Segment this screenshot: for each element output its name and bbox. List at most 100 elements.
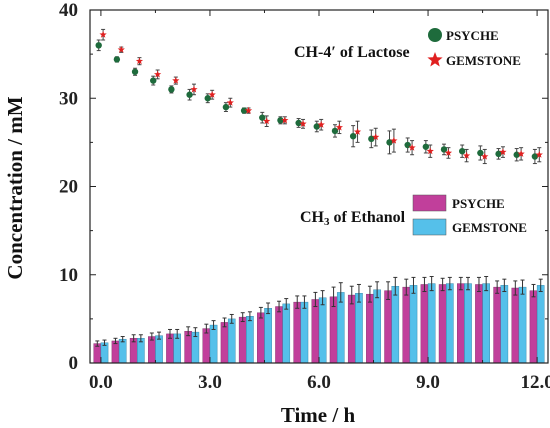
bar-psyche: [402, 286, 411, 364]
point-psyche: [240, 107, 248, 114]
point-psyche: [495, 150, 502, 158]
axes-layer: 0 10 20 30 40 0.0 3.0 6.0 9.0 12.0: [59, 0, 550, 393]
y-tick-label: 10: [59, 265, 78, 286]
point-gemstone: [99, 30, 107, 38]
x-axis-title: Time / h: [281, 403, 356, 427]
bars-layer: [93, 276, 545, 364]
point-psyche: [331, 127, 339, 135]
point-psyche: [113, 56, 121, 63]
x-tick-label: 12.0: [520, 372, 550, 393]
bar-gemstone: [446, 283, 454, 364]
bar-gemstone: [427, 283, 436, 364]
point-gemstone: [535, 150, 543, 158]
bar-gemstone: [409, 285, 418, 364]
bar-psyche: [257, 312, 265, 364]
bar-gemstone: [118, 338, 127, 364]
point-gemstone: [481, 152, 489, 160]
lactose-annotation: CH-4′ of Lactose: [294, 44, 410, 61]
bar-gemstone: [155, 335, 163, 364]
bar-psyche: [238, 316, 247, 364]
bar-gemstone: [264, 308, 272, 364]
scatter-legend: PSYCHE GEMSTONE: [427, 28, 521, 68]
point-psyche: [277, 117, 284, 124]
bar-psyche: [366, 293, 374, 364]
bar-psyche: [529, 290, 538, 364]
point-gemstone: [517, 150, 525, 157]
bar-psyche: [293, 301, 302, 364]
bar-psyche: [493, 286, 501, 364]
bar-psyche: [438, 284, 447, 364]
point-gemstone: [281, 116, 289, 124]
point-gemstone: [226, 98, 234, 106]
y-tick-label: 40: [59, 0, 78, 21]
point-psyche: [440, 146, 448, 153]
y-axis-title: Concentration / mM: [3, 96, 27, 279]
point-psyche: [422, 143, 430, 150]
point-gemstone: [135, 57, 144, 65]
bar-psyche: [384, 290, 392, 364]
ethanol-annotation-subscript: 3: [324, 216, 330, 228]
bar-gemstone: [209, 324, 218, 364]
y-tick-label: 20: [59, 177, 78, 198]
point-psyche: [368, 135, 375, 143]
point-psyche: [186, 91, 193, 98]
bar-psyche: [202, 328, 211, 364]
bar-legend: PSYCHE GEMSTONE: [412, 194, 527, 236]
bar-gemstone: [518, 286, 527, 364]
legend-psyche-label: PSYCHE: [446, 28, 499, 43]
point-psyche: [259, 114, 266, 121]
bar-gemstone: [391, 286, 400, 364]
point-psyche: [459, 148, 466, 155]
bar-gemstone: [318, 297, 327, 364]
point-gemstone: [208, 90, 216, 98]
bar-gemstone: [246, 316, 254, 364]
point-gemstone: [263, 117, 271, 125]
point-psyche: [222, 103, 230, 111]
point-gemstone: [154, 70, 162, 78]
bar-psyche: [511, 287, 520, 364]
ethanol-annotation: CH3 of Ethanol: [300, 209, 406, 228]
point-psyche: [477, 149, 484, 157]
bar-gemstone: [300, 301, 309, 364]
x-tick-label: 0.0: [89, 372, 113, 393]
point-gemstone: [372, 133, 380, 141]
bar-gemstone: [464, 283, 472, 364]
bar-psyche: [420, 284, 429, 364]
point-psyche: [531, 153, 539, 160]
legend-gemstone-marker: [427, 52, 443, 67]
bar-gemstone: [373, 289, 381, 364]
point-gemstone: [299, 120, 307, 127]
bar-psyche: [347, 294, 356, 364]
point-gemstone: [335, 123, 343, 131]
y-tick-label: 30: [59, 88, 78, 109]
x-tick-label: 3.0: [198, 372, 222, 393]
legend-psyche-bar-swatch: [412, 194, 447, 212]
point-gemstone: [444, 149, 453, 157]
bar-psyche: [475, 284, 483, 364]
point-gemstone: [353, 127, 362, 135]
point-psyche: [204, 95, 211, 102]
point-gemstone: [244, 106, 253, 114]
bar-gemstone: [355, 293, 363, 364]
bar-gemstone: [536, 285, 545, 364]
legend-psyche-marker: [428, 28, 442, 42]
x-tick-label: 6.0: [307, 372, 331, 393]
legend-gemstone-bar-swatch: [412, 218, 447, 236]
bar-gemstone: [500, 285, 509, 364]
bar-gemstone: [336, 292, 345, 364]
y-tick-label: 0: [69, 353, 79, 374]
point-psyche: [513, 151, 520, 158]
x-tick-label: 9.0: [416, 372, 440, 393]
bar-psyche: [311, 299, 320, 364]
point-psyche: [386, 139, 393, 146]
bar-psyche: [457, 283, 465, 364]
point-psyche: [131, 68, 139, 75]
ethanol-annotation-suffix: of Ethanol: [330, 209, 406, 226]
point-psyche: [95, 42, 102, 49]
point-gemstone: [390, 136, 398, 144]
bar-psyche: [220, 322, 229, 364]
bar-gemstone: [282, 303, 291, 364]
point-gemstone: [408, 143, 416, 151]
point-gemstone: [426, 147, 434, 155]
